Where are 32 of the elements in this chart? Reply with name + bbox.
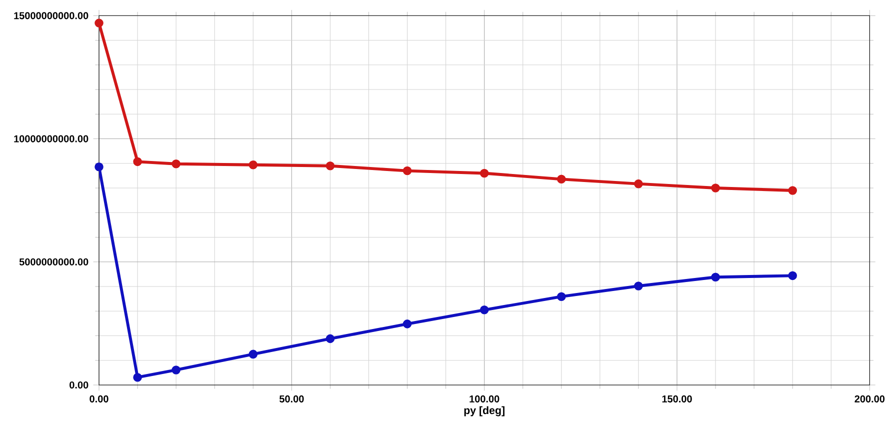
x-tick-label: 200.00	[854, 395, 885, 402]
point	[402, 166, 412, 176]
point	[480, 168, 489, 178]
y-tick-label: 10000000000.00	[14, 135, 88, 142]
point	[556, 174, 566, 184]
point	[788, 186, 797, 195]
point	[172, 366, 180, 374]
point	[248, 350, 258, 359]
point	[248, 160, 258, 170]
x-tick-label: 50.00	[279, 395, 304, 402]
point	[172, 159, 180, 168]
point	[94, 162, 104, 172]
point	[133, 372, 142, 382]
x-tick-label: 0.00	[90, 395, 108, 402]
point	[326, 334, 335, 344]
point	[556, 292, 566, 301]
point	[788, 271, 797, 280]
point	[480, 305, 489, 314]
point	[94, 18, 104, 28]
y-tick-label: 0.00	[70, 381, 88, 389]
point	[402, 320, 412, 328]
point	[326, 161, 335, 170]
point	[711, 184, 720, 192]
x-tick-label: 100.00	[470, 395, 500, 402]
y-tick-label: 15000000000.00	[14, 12, 88, 20]
y-tick-label: 5000000000.00	[19, 258, 88, 266]
point	[133, 157, 142, 166]
x-axis-title: py [deg]	[464, 406, 504, 416]
x-tick-label: 150.00	[662, 395, 692, 402]
point	[634, 282, 643, 290]
point	[634, 179, 643, 188]
point	[711, 272, 720, 282]
